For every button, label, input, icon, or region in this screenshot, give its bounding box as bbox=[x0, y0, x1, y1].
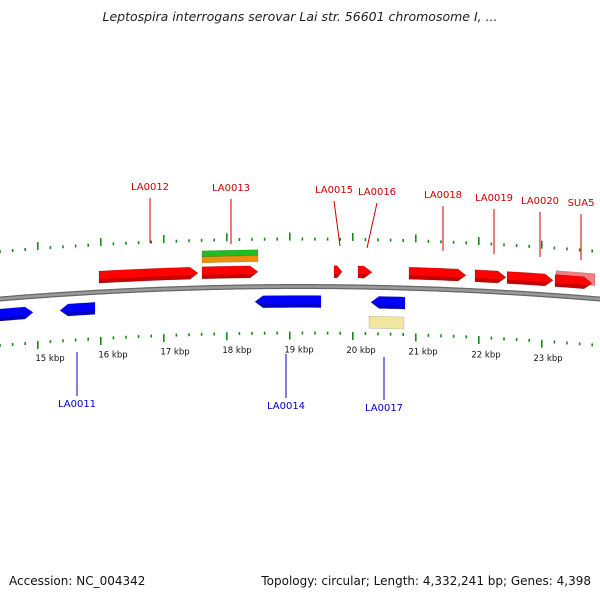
gene-label-sua5: SUA5 bbox=[568, 198, 595, 209]
gene-arrow-la0014-shade bbox=[255, 303, 321, 308]
gene-label-la0019: LA0019 bbox=[475, 193, 513, 204]
gene-label-la0017: LA0017 bbox=[365, 403, 403, 414]
gene-arrow-sua5-shade bbox=[555, 282, 592, 289]
gene-label-la0015: LA0015 bbox=[315, 185, 353, 196]
gene-arrow-la0015 bbox=[333, 265, 343, 279]
gene-label-la0013: LA0013 bbox=[212, 183, 250, 194]
scale-label: 22 kbp bbox=[471, 350, 500, 360]
gene-arrow-la0017-shade bbox=[371, 304, 405, 310]
gene-arrow-sua5 bbox=[554, 274, 593, 290]
accession-label: Accession: NC_004342 bbox=[9, 574, 146, 588]
label-leader-la0015 bbox=[333, 200, 341, 247]
gene-label-la0016: LA0016 bbox=[358, 187, 396, 198]
genome-backbone-highlight bbox=[0, 285, 600, 301]
gene-label-la0012: LA0012 bbox=[131, 182, 169, 193]
gene-arrow-la0013-shade bbox=[202, 273, 258, 279]
scale-label: 16 kbp bbox=[98, 350, 127, 360]
orange-feature bbox=[201, 255, 259, 264]
gene-arrow-la0014 bbox=[254, 295, 322, 309]
scale-label: 20 kbp bbox=[346, 346, 375, 356]
gene-arrow-la0019-shade bbox=[475, 277, 506, 283]
gene-arrow-la0020-shade bbox=[507, 279, 553, 286]
genome-summary: Topology: circular; Length: 4,332,241 bp… bbox=[261, 574, 591, 588]
gene-arrow-la0020 bbox=[506, 271, 554, 287]
scale-label: 17 kbp bbox=[160, 348, 189, 358]
gene-arrow-la0013 bbox=[201, 265, 259, 280]
gene-arrow-la0016-shade bbox=[358, 274, 372, 279]
label-leader-la0016 bbox=[366, 202, 378, 249]
gene-label-la0018: LA0018 bbox=[424, 190, 462, 201]
gene-arrow-la0015-shade bbox=[334, 273, 342, 278]
gene-arrow-la0017 bbox=[370, 296, 406, 310]
gene-label-la0020: LA0020 bbox=[521, 196, 559, 207]
scale-label: 23 kbp bbox=[533, 354, 562, 364]
yellow-feature bbox=[368, 315, 405, 330]
scale-label: 18 kbp bbox=[222, 346, 251, 356]
gene-arrow-la0018 bbox=[408, 266, 467, 282]
gene-arrow-la0018-shade bbox=[409, 275, 466, 281]
gene-arrow-la0012 bbox=[98, 266, 199, 284]
gene-label-la0011: LA0011 bbox=[58, 399, 96, 410]
gene-label-la0014: LA0014 bbox=[267, 401, 305, 412]
gene-arrow-la0011 bbox=[59, 301, 96, 317]
gene-arrow-la0011-shade bbox=[60, 310, 95, 316]
scale-label: 21 kbp bbox=[408, 348, 437, 358]
gene-arrow-la0016 bbox=[357, 265, 373, 279]
gene-arrow-unlabeled bbox=[0, 306, 34, 322]
gene-arrow-la0019 bbox=[474, 269, 507, 284]
scale-label: 19 kbp bbox=[284, 346, 313, 356]
map-title: Leptospira interrogans serovar Lai str. … bbox=[102, 9, 498, 24]
scale-label: 15 kbp bbox=[35, 354, 64, 364]
